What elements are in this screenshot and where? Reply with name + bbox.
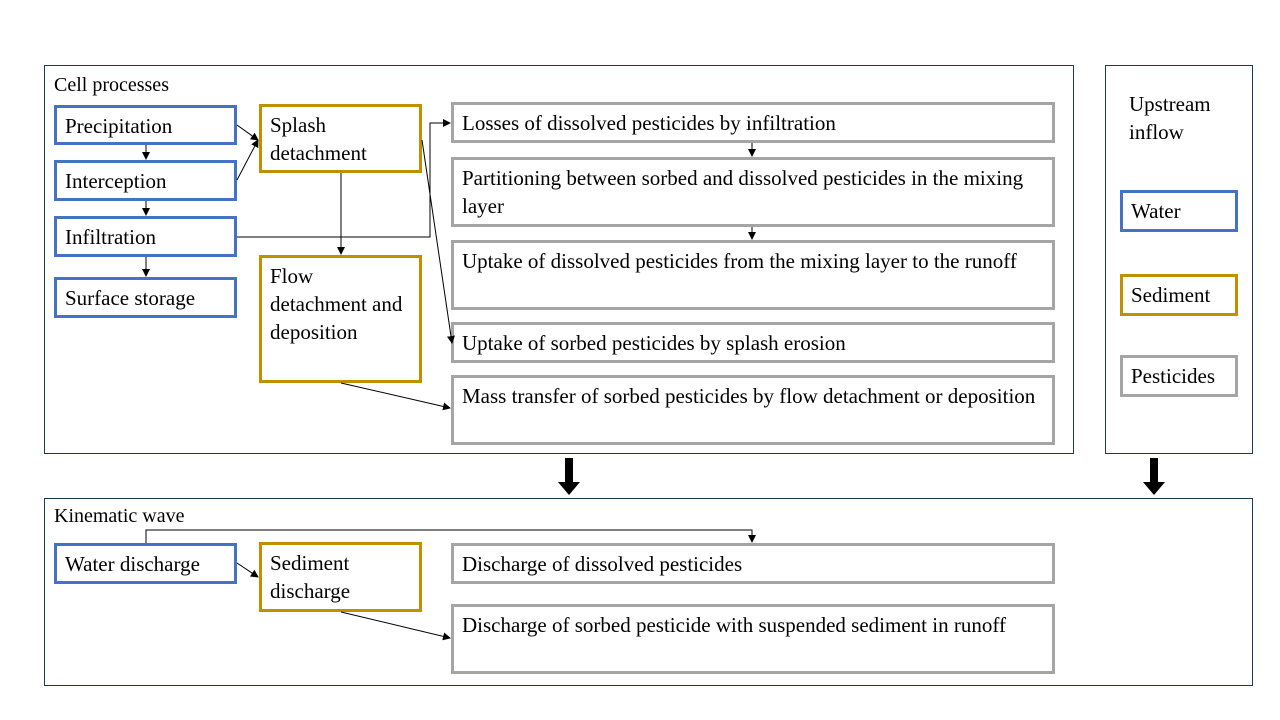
upstream-inflow-panel (1105, 65, 1253, 454)
pesticide-splash-uptake-box: Uptake of sorbed pesticides by splash er… (451, 322, 1055, 363)
infiltration-box: Infiltration (54, 216, 237, 257)
legend-pesticides: Pesticides (1120, 355, 1238, 397)
kinematic-wave-title: Kinematic wave (54, 505, 185, 527)
kinematic-wave-panel (44, 498, 1253, 686)
pesticide-partitioning-box: Partitioning between sorbed and dissolve… (451, 157, 1055, 227)
legend-water: Water (1120, 190, 1238, 232)
sorbed-pesticide-discharge-box: Discharge of sorbed pesticide with suspe… (451, 604, 1055, 674)
surface-storage-box: Surface storage (54, 277, 237, 318)
link-water-sediment-discharge (236, 562, 259, 578)
water-discharge-box: Water discharge (54, 543, 237, 584)
inflow-to-wave-arrow (1143, 458, 1165, 495)
upstream-inflow-title: Upstream inflow (1121, 90, 1246, 150)
pesticide-mass-transfer-box: Mass transfer of sorbed pesticides by fl… (451, 375, 1055, 445)
link-precip-splash (236, 124, 259, 141)
link-water-dissolved-discharge (145, 529, 756, 543)
sediment-discharge-box: Sediment discharge (259, 542, 422, 612)
interception-box: Interception (54, 160, 237, 201)
precipitation-box: Precipitation (54, 105, 237, 145)
link-flow-mass-transfer (340, 382, 451, 411)
cell-processes-panel (44, 65, 1074, 454)
splash-detachment-box: Splash detachment (259, 104, 422, 173)
dissolved-pesticide-discharge-box: Discharge of dissolved pesticides (451, 543, 1055, 584)
pesticide-dissolved-uptake-box: Uptake of dissolved pesticides from the … (451, 240, 1055, 310)
cell-to-wave-arrow (558, 458, 580, 495)
pesticide-infiltration-loss-box: Losses of dissolved pesticides by infilt… (451, 102, 1055, 143)
cell-processes-title: Cell processes (54, 74, 169, 96)
link-interception-splash (236, 139, 259, 181)
legend-sediment: Sediment (1120, 274, 1238, 316)
link-infiltration-pesticide-loss (237, 119, 451, 238)
link-sediment-sorbed-discharge (340, 611, 451, 641)
link-splash-uptake (421, 139, 455, 344)
flow-detachment-box: Flow detachment and deposition (259, 255, 422, 383)
